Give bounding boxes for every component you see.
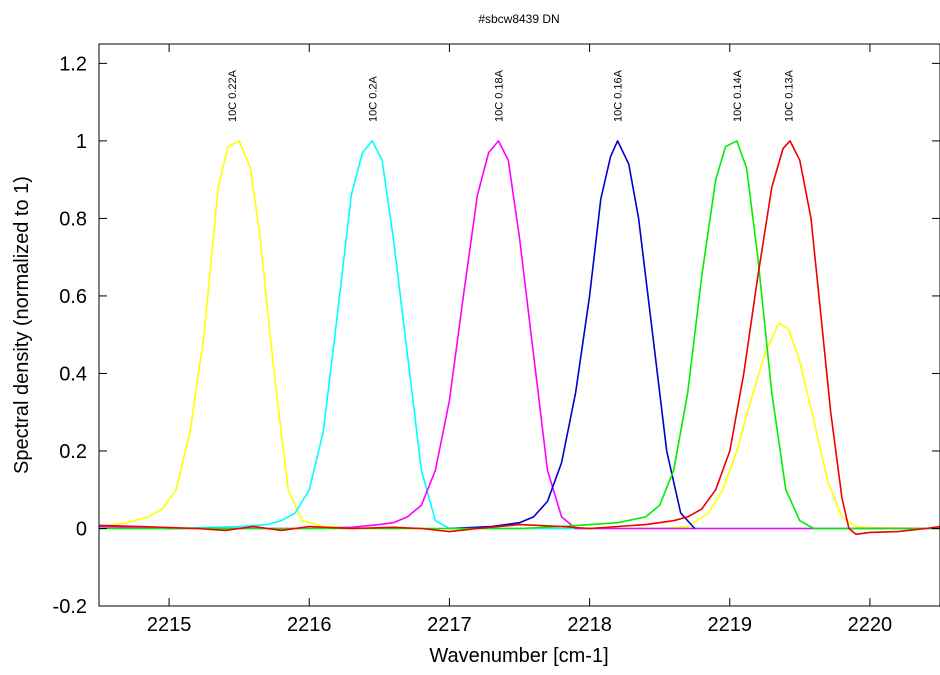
series-layer [98,140,940,536]
series-line-5 [99,140,940,530]
series-line-6 [98,140,940,536]
y-tick-label: 0.4 [59,363,87,385]
y-tick-label: 0.2 [59,441,87,463]
x-tick-label: 2220 [848,614,893,636]
y-tick-label: 1 [76,131,87,153]
x-axis-label: Wavenumber [cm-1] [429,645,608,667]
x-tick-label: 2215 [147,614,192,636]
series-line-2 [99,140,940,530]
y-tick-label: 1.2 [59,53,87,75]
peak-label: 10C 0.2A [367,75,379,122]
x-tick-label: 2218 [567,614,612,636]
y-tick-label: -0.2 [53,596,87,618]
peak-label: 10C 0.22A [227,69,239,122]
ticks-layer: 2215 2216 2217 2218 2219 2220 -0.2 0 0.2 0.4 0.6 0.… [53,44,940,636]
peak-label: 10C 0.14A [732,69,744,122]
annotation-layer: 10C 0.22A 10C 0.2A 10C 0.18A 10C 0.16A 10C 0… [227,69,795,122]
chart-title: #sbcw8439 DN [478,12,559,26]
peak-label: 10C 0.13A [784,69,796,122]
x-tick-label: 2216 [287,614,332,636]
peak-label: 10C 0.18A [494,69,506,122]
series-line-1 [98,140,940,530]
series-line-3 [98,140,940,530]
y-tick-label: 0 [76,518,87,540]
peak-label: 10C 0.16A [613,69,625,122]
y-tick-label: 0.6 [59,286,87,308]
plot-area: 2215 2216 2217 2218 2219 2220 -0.2 0 0.2 0.4 0.6 0.… [53,43,940,636]
y-axis-label: Spectral density (normalized to 1) [11,176,33,474]
x-tick-label: 2217 [427,614,472,636]
series-line-4 [449,140,696,530]
x-tick-label: 2219 [708,614,753,636]
plot-frame [98,43,940,607]
y-tick-label: 0.8 [59,208,87,230]
